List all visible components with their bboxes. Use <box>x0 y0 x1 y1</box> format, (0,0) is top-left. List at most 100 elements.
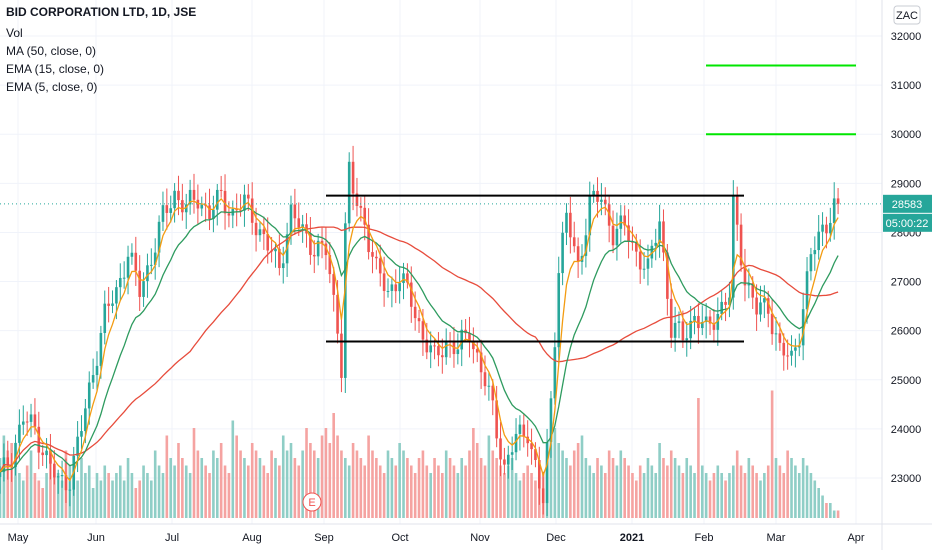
volume-bar <box>398 443 401 518</box>
volume-bar <box>716 465 720 518</box>
volume-bar <box>150 480 153 518</box>
x-tick-label: Oct <box>391 532 408 544</box>
candle-body <box>223 190 227 214</box>
candle-body <box>483 372 487 387</box>
volume-bar <box>499 465 502 518</box>
candle-body <box>829 222 832 234</box>
volume-bar <box>409 465 413 518</box>
volume-bar <box>514 473 518 518</box>
volume-bar <box>444 450 448 518</box>
volume-bar <box>60 480 64 518</box>
candle-body <box>266 234 270 251</box>
volume-bar <box>134 488 138 518</box>
candle-body <box>328 255 332 275</box>
candle-body <box>514 433 518 453</box>
volume-bar <box>700 465 704 518</box>
candle-body <box>107 303 110 306</box>
volume-bar <box>483 465 487 518</box>
volume-bar <box>371 450 374 518</box>
candle-body <box>433 345 436 347</box>
volume-bar <box>472 428 475 518</box>
volume-bar <box>735 450 739 518</box>
currency-badge[interactable] <box>893 5 921 25</box>
volume-bar <box>359 458 363 518</box>
earnings-event-marker[interactable] <box>302 492 322 512</box>
volume-bar <box>704 473 708 518</box>
volume-bar <box>782 473 786 518</box>
candle-body <box>836 198 840 204</box>
volume-bar <box>673 458 677 518</box>
candle-body <box>60 475 64 477</box>
volume-bar <box>437 465 440 518</box>
volume-bar <box>669 450 673 518</box>
volume-bar <box>623 458 626 518</box>
candle-body <box>545 441 549 504</box>
candle-body <box>398 283 401 292</box>
volume-bar <box>479 458 483 518</box>
volume-bar <box>654 473 658 518</box>
candle-body <box>805 271 809 310</box>
volume-bar <box>115 473 118 518</box>
candle-body <box>111 303 114 306</box>
volume-bar <box>658 443 661 518</box>
volume-bar <box>181 458 184 518</box>
volume-bar <box>188 473 192 518</box>
candle-body <box>25 421 29 423</box>
volume-bar <box>747 458 751 518</box>
candle-body <box>697 315 700 329</box>
candle-body <box>421 321 425 340</box>
candle-body <box>355 193 359 206</box>
volume-bar <box>642 473 646 518</box>
volume-bar <box>297 465 301 518</box>
volume-bar <box>157 465 161 518</box>
volume-bar <box>29 450 33 518</box>
volume-bar <box>118 465 122 518</box>
volume-bar <box>739 465 743 518</box>
volume-bar <box>367 435 370 518</box>
volume-bar <box>530 473 533 518</box>
candle-body <box>576 246 580 262</box>
candle-body <box>293 204 297 219</box>
volume-bar <box>522 473 526 518</box>
grid-layer <box>0 0 882 524</box>
candle-body <box>735 195 739 225</box>
volume-bar <box>363 465 367 518</box>
volume-bar <box>312 450 316 518</box>
candle-body <box>324 243 328 256</box>
volume-bar <box>142 465 145 518</box>
volume-bar <box>254 450 258 518</box>
candle-body <box>99 332 103 366</box>
candle-body <box>118 278 122 288</box>
candle-body <box>503 459 506 465</box>
candle-body <box>126 256 130 278</box>
candle-body <box>763 298 766 303</box>
candle-body <box>689 320 692 339</box>
candle-body <box>33 414 37 427</box>
candle-body <box>662 221 665 253</box>
volume-bar <box>177 443 180 518</box>
x-tick-label: Dec <box>546 532 566 544</box>
volume-bar <box>111 480 114 518</box>
volume-bar <box>53 465 56 518</box>
candle-body <box>759 302 762 315</box>
candle-body <box>173 190 176 209</box>
volume-bar <box>650 465 654 518</box>
volume-bar <box>402 450 405 518</box>
volume-bar <box>506 465 510 518</box>
candle-body <box>192 189 196 200</box>
candle-body <box>130 252 134 257</box>
volume-bar <box>289 443 293 518</box>
volume-bar <box>487 435 491 518</box>
candle-body <box>541 488 545 504</box>
y-tick-label: 31000 <box>891 80 922 92</box>
volume-bar <box>309 443 312 518</box>
candle-body <box>642 268 646 270</box>
volume-bar <box>95 473 99 518</box>
candle-body <box>219 189 223 191</box>
volume-bar <box>464 465 467 518</box>
volume-bar <box>770 390 774 518</box>
candle-body <box>64 475 68 491</box>
volume-bar <box>126 458 130 518</box>
